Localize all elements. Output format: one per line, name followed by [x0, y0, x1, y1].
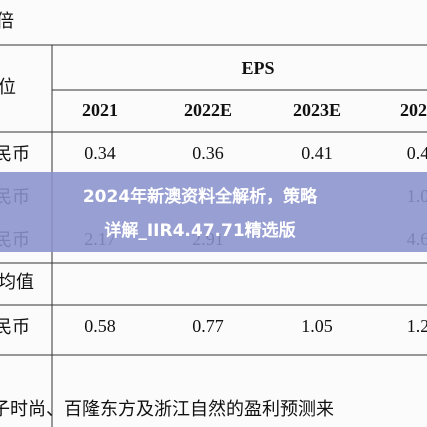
cell: 0.58 [84, 316, 116, 336]
banner-line: 详解_IIR4.47.71精选版 [104, 220, 295, 241]
cell: 0.34 [84, 143, 116, 163]
column-header: 2021 [82, 100, 118, 120]
cell: 0.4 [407, 143, 427, 163]
row-label: 民币 [0, 144, 30, 165]
cell: 0.41 [301, 143, 333, 163]
cell: 1.2 [407, 316, 427, 336]
footer-note: 子时尚、百隆东方及浙江自然的盈利预测来 [0, 399, 334, 420]
unit-label: 位 [0, 77, 16, 98]
column-header: 2024 [400, 100, 427, 120]
banner-line: 2024年新澳资料全解析，策略 [83, 186, 318, 207]
row-label: 民币 [0, 317, 30, 338]
cell: 1.05 [301, 316, 333, 336]
column-header: 2022E [184, 100, 232, 120]
title: 倍 [0, 11, 14, 32]
banner [0, 172, 427, 252]
column-header: 2023E [293, 100, 341, 120]
cell: 0.36 [192, 143, 224, 163]
cell: 0.77 [192, 316, 224, 336]
section-label: 均值 [0, 272, 34, 293]
group-label: EPS [241, 58, 274, 78]
